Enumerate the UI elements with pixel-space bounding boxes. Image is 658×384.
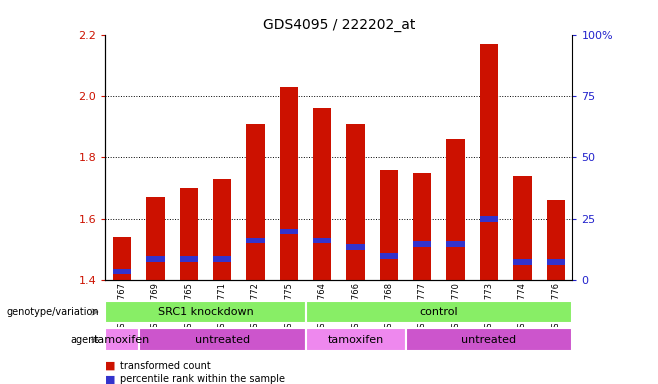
Bar <box>480 44 498 280</box>
Bar <box>480 217 498 222</box>
Bar <box>513 176 532 280</box>
Bar <box>246 124 265 280</box>
Bar <box>547 200 565 280</box>
Bar <box>380 170 398 280</box>
FancyBboxPatch shape <box>105 328 139 351</box>
Bar <box>280 229 298 234</box>
FancyBboxPatch shape <box>139 328 305 351</box>
Bar <box>447 241 465 247</box>
Text: transformed count: transformed count <box>120 361 211 371</box>
Bar <box>413 173 432 280</box>
Bar <box>346 244 365 250</box>
Text: control: control <box>420 307 458 317</box>
Text: tamoxifen: tamoxifen <box>328 334 384 345</box>
FancyBboxPatch shape <box>305 301 572 323</box>
FancyBboxPatch shape <box>405 328 572 351</box>
FancyBboxPatch shape <box>305 328 405 351</box>
Text: untreated: untreated <box>195 334 249 345</box>
Bar <box>447 139 465 280</box>
Bar <box>213 179 231 280</box>
Bar <box>113 269 131 274</box>
Text: SRC1 knockdown: SRC1 knockdown <box>157 307 253 317</box>
Bar <box>146 257 164 262</box>
Bar <box>547 260 565 265</box>
Bar <box>313 238 332 243</box>
Text: ■: ■ <box>105 374 116 384</box>
Text: ■: ■ <box>105 361 116 371</box>
Bar <box>513 260 532 265</box>
Bar <box>346 124 365 280</box>
Bar <box>380 253 398 259</box>
Text: percentile rank within the sample: percentile rank within the sample <box>120 374 285 384</box>
Bar <box>113 237 131 280</box>
FancyBboxPatch shape <box>105 301 305 323</box>
Bar <box>146 197 164 280</box>
Text: tamoxifen: tamoxifen <box>94 334 150 345</box>
Bar <box>180 188 198 280</box>
Bar <box>280 87 298 280</box>
Text: untreated: untreated <box>461 334 517 345</box>
Bar <box>313 108 332 280</box>
Text: genotype/variation: genotype/variation <box>6 307 99 317</box>
Bar <box>246 238 265 243</box>
Title: GDS4095 / 222202_at: GDS4095 / 222202_at <box>263 18 415 32</box>
Text: agent: agent <box>70 334 99 345</box>
Bar <box>413 241 432 247</box>
Bar <box>213 257 231 262</box>
Bar <box>180 257 198 262</box>
